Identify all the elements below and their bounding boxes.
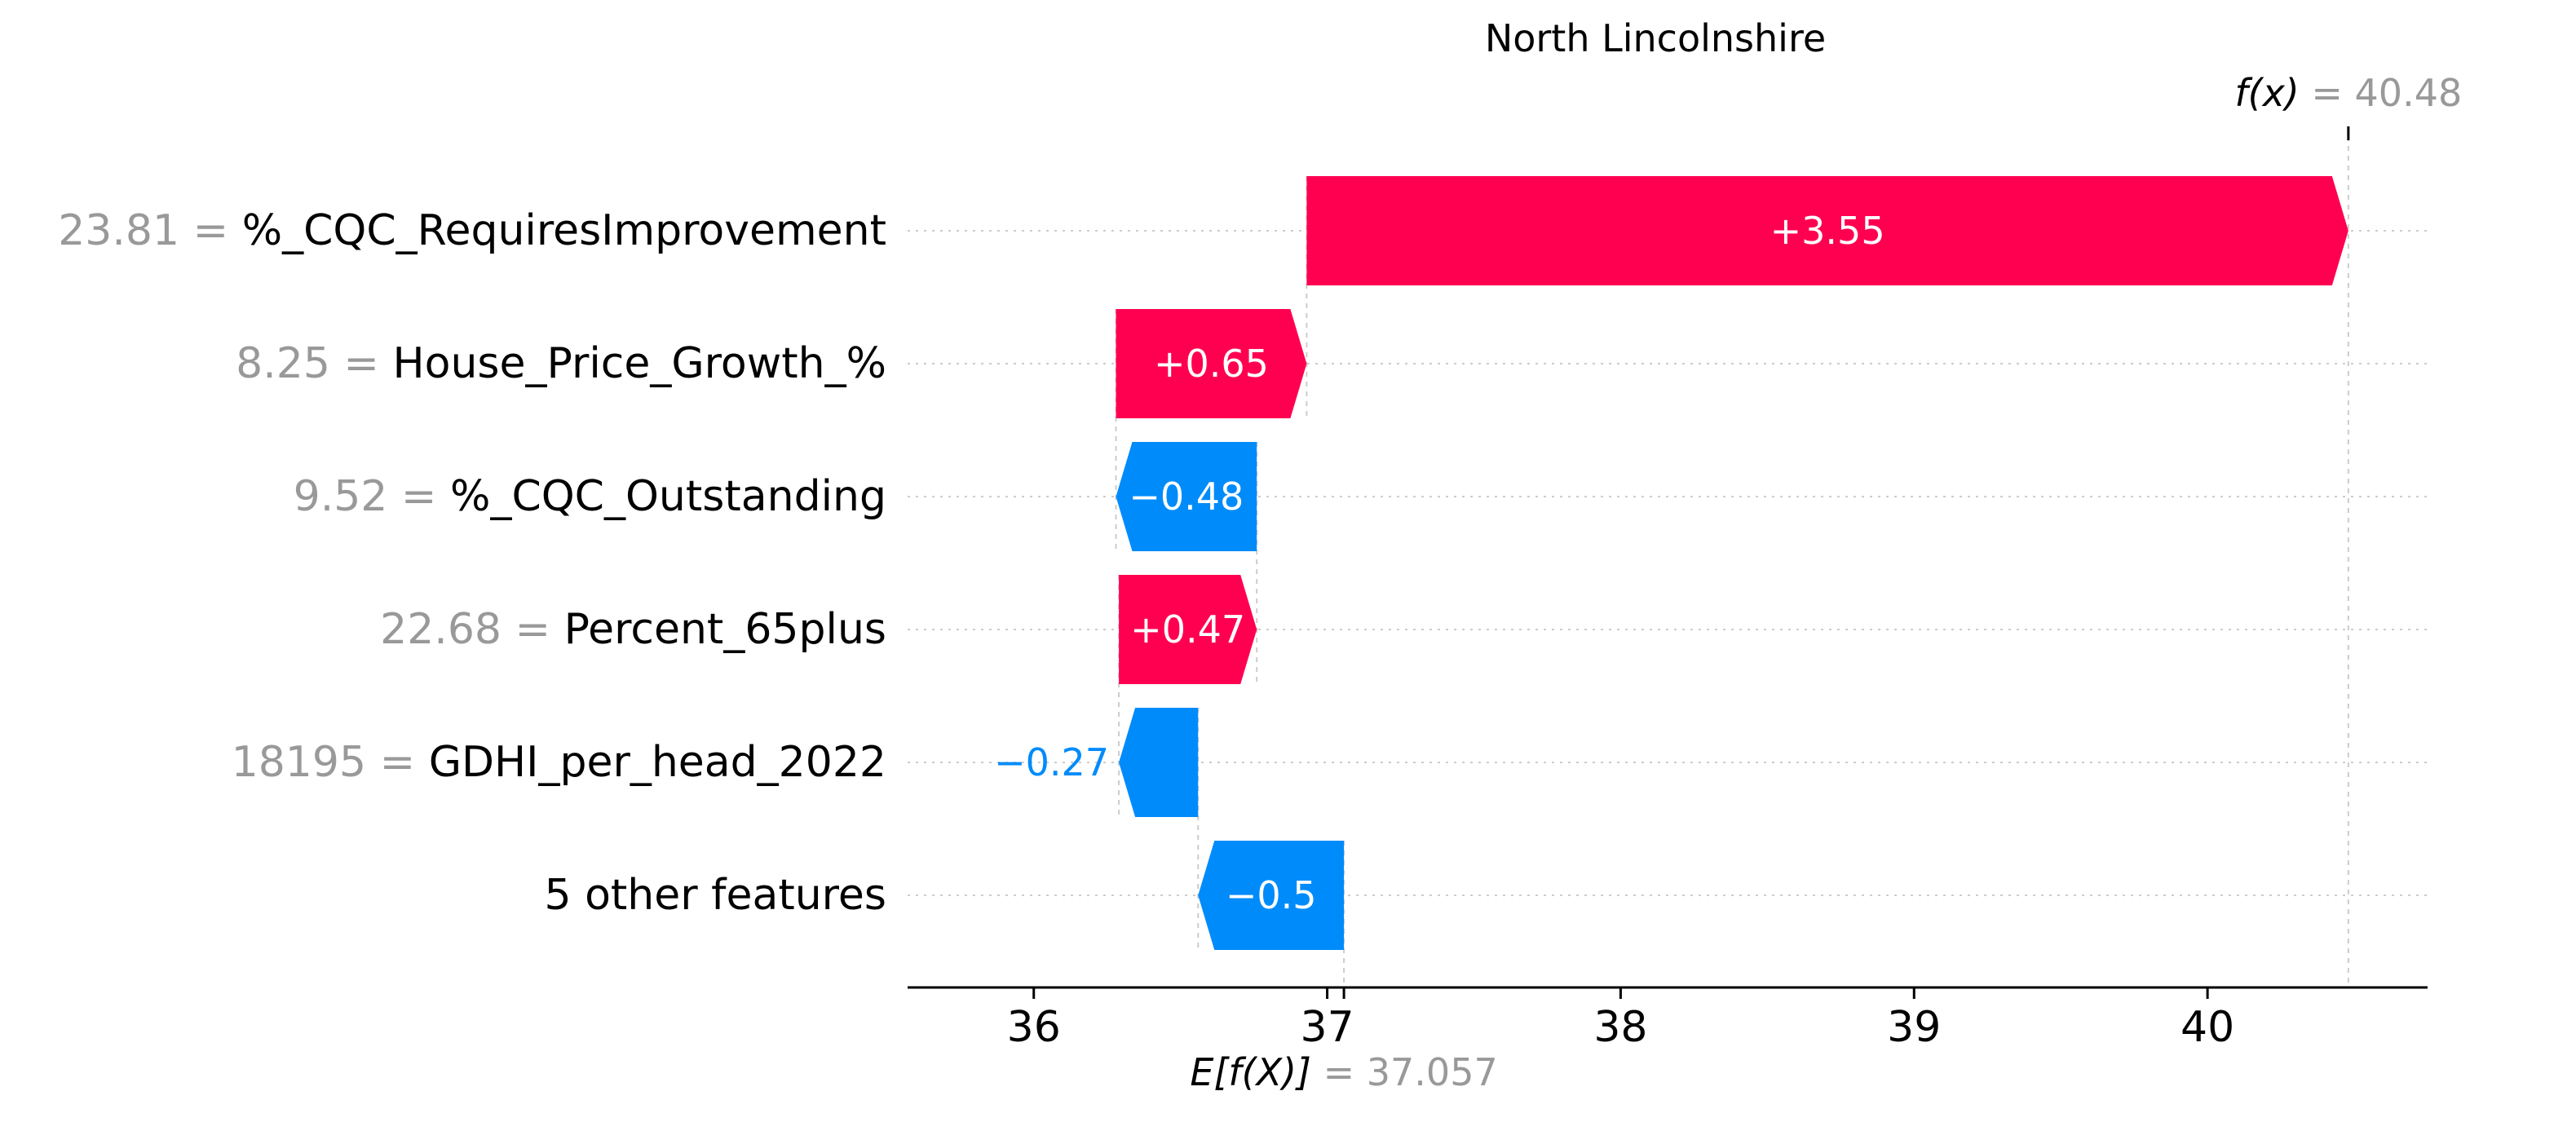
equals-sign: = bbox=[387, 472, 450, 521]
feature-labels: +3.55 23.81 = %_CQC_RequiresImprovement +0… bbox=[58, 206, 1885, 920]
equals-sign: = bbox=[330, 339, 393, 388]
feature-value: 8.25 bbox=[236, 339, 330, 388]
x-tick-label: 37 bbox=[1300, 1003, 1354, 1052]
bars bbox=[1116, 176, 2348, 950]
feature-label: 22.68 = Percent_65plus bbox=[380, 605, 886, 654]
contribution-label: +0.47 bbox=[1130, 607, 1245, 652]
feature-value: 18195 bbox=[232, 738, 366, 787]
negative-bar bbox=[1116, 442, 1257, 551]
feature-name: 5 other features bbox=[544, 871, 886, 920]
feature-name: %_CQC_RequiresImprovement bbox=[242, 206, 886, 255]
output-value-text: = 40.48 bbox=[2311, 71, 2462, 115]
output-value-label: f(x) bbox=[2234, 71, 2299, 115]
contribution-label: −0.5 bbox=[1226, 873, 1317, 917]
feature-value: 22.68 bbox=[380, 605, 502, 654]
feature-label: 8.25 = House_Price_Growth_% bbox=[236, 339, 886, 388]
base-value-annotation: E[f(X)] = 37.057 bbox=[1190, 1050, 1497, 1094]
feature-label: 5 other features bbox=[544, 871, 886, 920]
feature-name: GDHI_per_head_2022 bbox=[429, 738, 886, 787]
base-value-label: E[f(X)] bbox=[1190, 1050, 1311, 1094]
positive-bar bbox=[1119, 575, 1257, 684]
x-tick-label: 36 bbox=[1007, 1003, 1061, 1052]
positive-bar bbox=[1116, 309, 1307, 418]
feature-label: 23.81 = %_CQC_RequiresImprovement bbox=[58, 206, 886, 255]
spacer bbox=[1311, 1050, 1323, 1094]
x-tick-label: 40 bbox=[2181, 1003, 2234, 1052]
contribution-label: +3.55 bbox=[1770, 209, 1885, 253]
feature-value: 23.81 bbox=[58, 206, 179, 255]
chart-title: North Lincolnshire bbox=[1485, 16, 1826, 60]
feature-name: House_Price_Growth_% bbox=[393, 339, 886, 388]
base-value-text: = 37.057 bbox=[1323, 1050, 1498, 1094]
x-tick-label: 38 bbox=[1593, 1003, 1647, 1052]
equals-sign: = bbox=[502, 605, 564, 654]
output-value-annotation: f(x) = 40.48 bbox=[2234, 71, 2462, 115]
x-axis: 36 37 38 39 40 bbox=[908, 986, 2428, 1052]
value-annotations: E[f(X)] = 37.057 f(x) = 40.48 bbox=[1190, 71, 2462, 1094]
contribution-label: −0.27 bbox=[994, 740, 1109, 784]
negative-bar bbox=[1119, 708, 1199, 817]
feature-value: 9.52 bbox=[294, 472, 388, 521]
feature-name: Percent_65plus bbox=[564, 605, 886, 654]
equals-sign: = bbox=[366, 738, 429, 787]
feature-label: 9.52 = %_CQC_Outstanding bbox=[294, 472, 886, 521]
spacer bbox=[2300, 71, 2312, 115]
equals-sign: = bbox=[179, 206, 242, 255]
x-tick-label: 39 bbox=[1887, 1003, 1941, 1052]
contribution-label: +0.65 bbox=[1154, 342, 1269, 386]
feature-label: 18195 = GDHI_per_head_2022 bbox=[232, 738, 886, 787]
negative-bar bbox=[1198, 841, 1345, 950]
contribution-label: −0.48 bbox=[1129, 475, 1244, 519]
feature-name: %_CQC_Outstanding bbox=[450, 472, 886, 521]
positive-bar bbox=[1306, 176, 2348, 285]
